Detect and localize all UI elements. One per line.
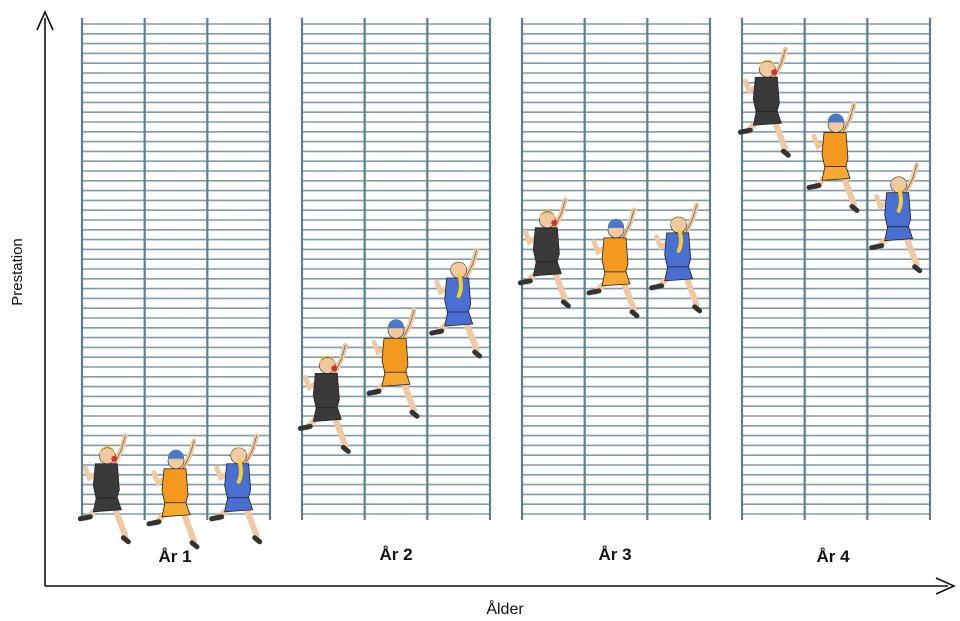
climber-black-shirt (300, 345, 348, 451)
climber-cap-top (828, 114, 844, 123)
climber-shorts (444, 311, 474, 327)
climber-shorts (821, 166, 851, 181)
climber-shorts (601, 271, 631, 287)
climber-orange-shirt (369, 310, 417, 416)
climber-cap-top (168, 450, 184, 459)
climber-head (759, 60, 776, 78)
climber-orange-shirt (589, 210, 637, 316)
climber-black-shirt (740, 49, 788, 155)
climber-blue-shirt (872, 165, 920, 271)
panel-label-ar-3: År 3 (598, 545, 631, 564)
climber-blue-shirt (652, 205, 700, 311)
panel-label-ar-1: År 1 (158, 547, 191, 566)
climber-shorts (532, 261, 562, 277)
ladder-panel-3 (520, 18, 712, 520)
y-axis-arrow-icon (36, 10, 54, 31)
climber-shorts (224, 497, 254, 513)
climber-ribbon (331, 365, 338, 372)
climber-hair (759, 59, 776, 69)
climber-ponytail (896, 188, 903, 213)
climber-blue-shirt (432, 250, 480, 356)
climber-shorts (92, 497, 122, 513)
climber-layer (80, 49, 919, 547)
ladder-panel-1 (80, 18, 272, 520)
x-axis-label: Ålder (486, 599, 524, 618)
climber-cap-top (388, 320, 404, 329)
climber-hair (99, 446, 116, 455)
climber-hair (319, 355, 336, 365)
climber-head (319, 357, 336, 374)
climber-ponytail (676, 228, 683, 253)
panel-label-layer: År 1 År 2 År 3 År 4 (158, 545, 850, 566)
climber-group-3 (520, 200, 699, 316)
climber-group-4 (740, 49, 919, 270)
climber-black-shirt (80, 436, 128, 542)
climber-ribbon (111, 455, 118, 462)
climber-head (99, 447, 116, 465)
climber-orange-shirt (809, 104, 857, 210)
ladder-layer (80, 18, 932, 520)
climber-shorts (161, 502, 191, 518)
climber-shorts (884, 226, 914, 242)
climber-ribbon (771, 69, 778, 76)
y-axis-label: Prestation (9, 238, 26, 306)
climber-ponytail (236, 459, 243, 484)
climber-group-2 (300, 250, 479, 451)
climber-shorts (664, 266, 694, 282)
climber-ponytail (456, 274, 463, 299)
climber-orange-shirt (149, 441, 197, 547)
climber-ribbon (551, 219, 558, 226)
climber-black-shirt (520, 200, 568, 306)
panel-label-ar-4: År 4 (816, 547, 850, 566)
climber-shorts (752, 110, 782, 126)
panel-label-ar-2: År 2 (379, 545, 412, 564)
climber-shorts (312, 406, 342, 422)
climber-head (539, 211, 556, 229)
x-axis-arrow-icon (935, 577, 956, 595)
axes: Prestation Ålder (9, 10, 956, 618)
climber-cap-top (608, 219, 624, 228)
climber-hair (539, 210, 556, 219)
ladder-panel-2 (300, 18, 492, 520)
climber-group-1 (80, 436, 259, 547)
climber-blue-shirt (212, 436, 260, 542)
climber-shorts (381, 371, 411, 387)
